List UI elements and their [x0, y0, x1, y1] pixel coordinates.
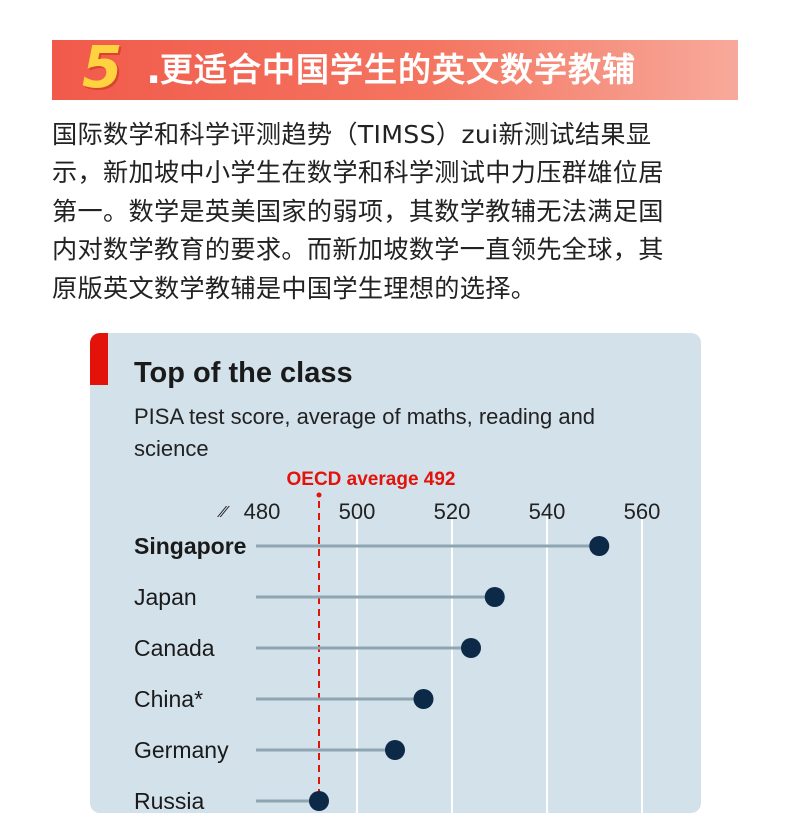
category-label: Russia — [134, 788, 205, 813]
x-tick-label: 500 — [339, 499, 376, 524]
intro-line: 原版英文数学教辅是中国学生理想的选择。 — [52, 273, 537, 303]
section-title: 更适合中国学生的英文数学教辅 — [160, 50, 636, 89]
x-tick-label: 480 — [244, 499, 281, 524]
category-label: China* — [134, 686, 203, 712]
data-point — [413, 689, 434, 709]
intro-line: 示，新加坡中小学生在数学和科学测试中力压群雄位居 — [52, 158, 664, 188]
dot-plot: 480 500 520 540 560 ⁄⁄ OECD average 492 Singapo… — [134, 469, 661, 813]
reference-line-label: OECD average 492 — [287, 469, 456, 490]
x-tick-label: 540 — [529, 499, 566, 524]
section-number-dot: . — [146, 47, 162, 93]
x-tick-label: 520 — [434, 499, 471, 524]
section-number: 5 — [82, 33, 123, 101]
data-point — [385, 740, 405, 760]
section-heading-banner: 5 . 更适合中国学生的英文数学教辅 — [52, 33, 738, 101]
intro-line: 第一。数学是英美国家的弱项，其数学教辅无法满足国 — [52, 196, 664, 226]
category-label: Canada — [134, 635, 215, 661]
data-point — [484, 587, 505, 607]
data-point — [589, 536, 610, 556]
intro-paragraph: 国际数学和科学评测趋势（TIMSS）zui新测试结果显 示，新加坡中小学生在数学… — [52, 116, 742, 308]
data-point — [461, 638, 481, 658]
chart-accent-bar — [90, 333, 108, 385]
category-label: Singapore — [134, 533, 246, 559]
intro-line: 国际数学和科学评测趋势（TIMSS）zui新测试结果显 — [52, 120, 652, 149]
chart-subtitle: PISA test score, average of maths, readi… — [134, 404, 596, 461]
chart-card: Top of the class PISA test score, averag… — [90, 333, 701, 813]
reference-line-marker — [316, 492, 322, 498]
data-point — [309, 791, 329, 811]
category-label: Germany — [134, 737, 229, 763]
intro-line: 内对数学教育的要求。而新加坡数学一直领先全球，其 — [52, 235, 664, 265]
chart-title: Top of the class — [134, 357, 353, 389]
x-tick-label: 560 — [624, 499, 661, 524]
category-label: Japan — [134, 584, 197, 610]
axis-break-icon: ⁄⁄ — [216, 504, 230, 521]
